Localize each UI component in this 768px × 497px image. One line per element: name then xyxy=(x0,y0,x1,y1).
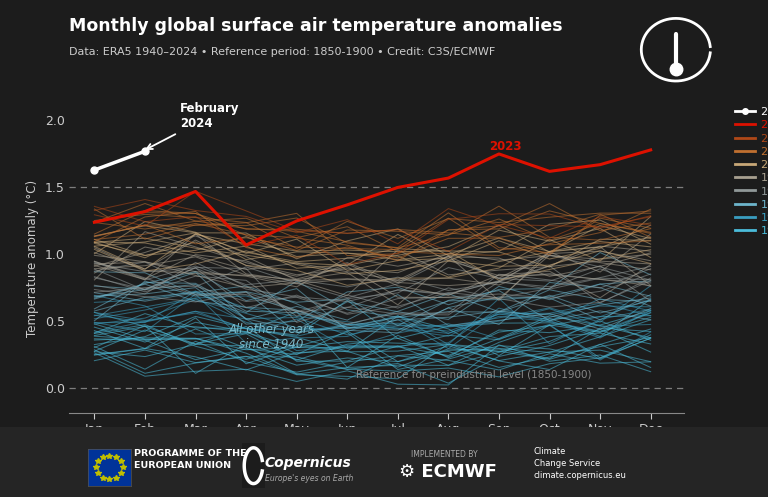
Text: Climate
Change Service
climate.copernicus.eu: Climate Change Service climate.copernicu… xyxy=(534,447,627,480)
Text: IMPLEMENTED BY: IMPLEMENTED BY xyxy=(411,450,478,459)
Text: Reference for preindustrial level (1850-1900): Reference for preindustrial level (1850-… xyxy=(356,370,591,380)
Legend: 2024, 2023, 2020s, 2010s, 2000s, 1990s, 1980s, 1970s, 1960s, 1950s: 2024, 2023, 2020s, 2010s, 2000s, 1990s, … xyxy=(732,104,768,240)
Text: Copernicus: Copernicus xyxy=(265,456,352,470)
Text: Data: ERA5 1940–2024 • Reference period: 1850-1900 • Credit: C3S/ECMWF: Data: ERA5 1940–2024 • Reference period:… xyxy=(69,47,495,57)
Text: All other years
since 1940: All other years since 1940 xyxy=(228,324,314,351)
Text: February
2024: February 2024 xyxy=(147,102,240,149)
Text: ⚙ ECMWF: ⚙ ECMWF xyxy=(399,463,497,481)
Text: Europe's eyes on Earth: Europe's eyes on Earth xyxy=(265,474,353,483)
Text: Monthly global surface air temperature anomalies: Monthly global surface air temperature a… xyxy=(69,17,563,35)
Text: PROGRAMME OF THE
EUROPEAN UNION: PROGRAMME OF THE EUROPEAN UNION xyxy=(134,449,247,470)
Text: 2023: 2023 xyxy=(489,140,521,153)
Y-axis label: Temperature anomaly (°C): Temperature anomaly (°C) xyxy=(26,180,39,337)
